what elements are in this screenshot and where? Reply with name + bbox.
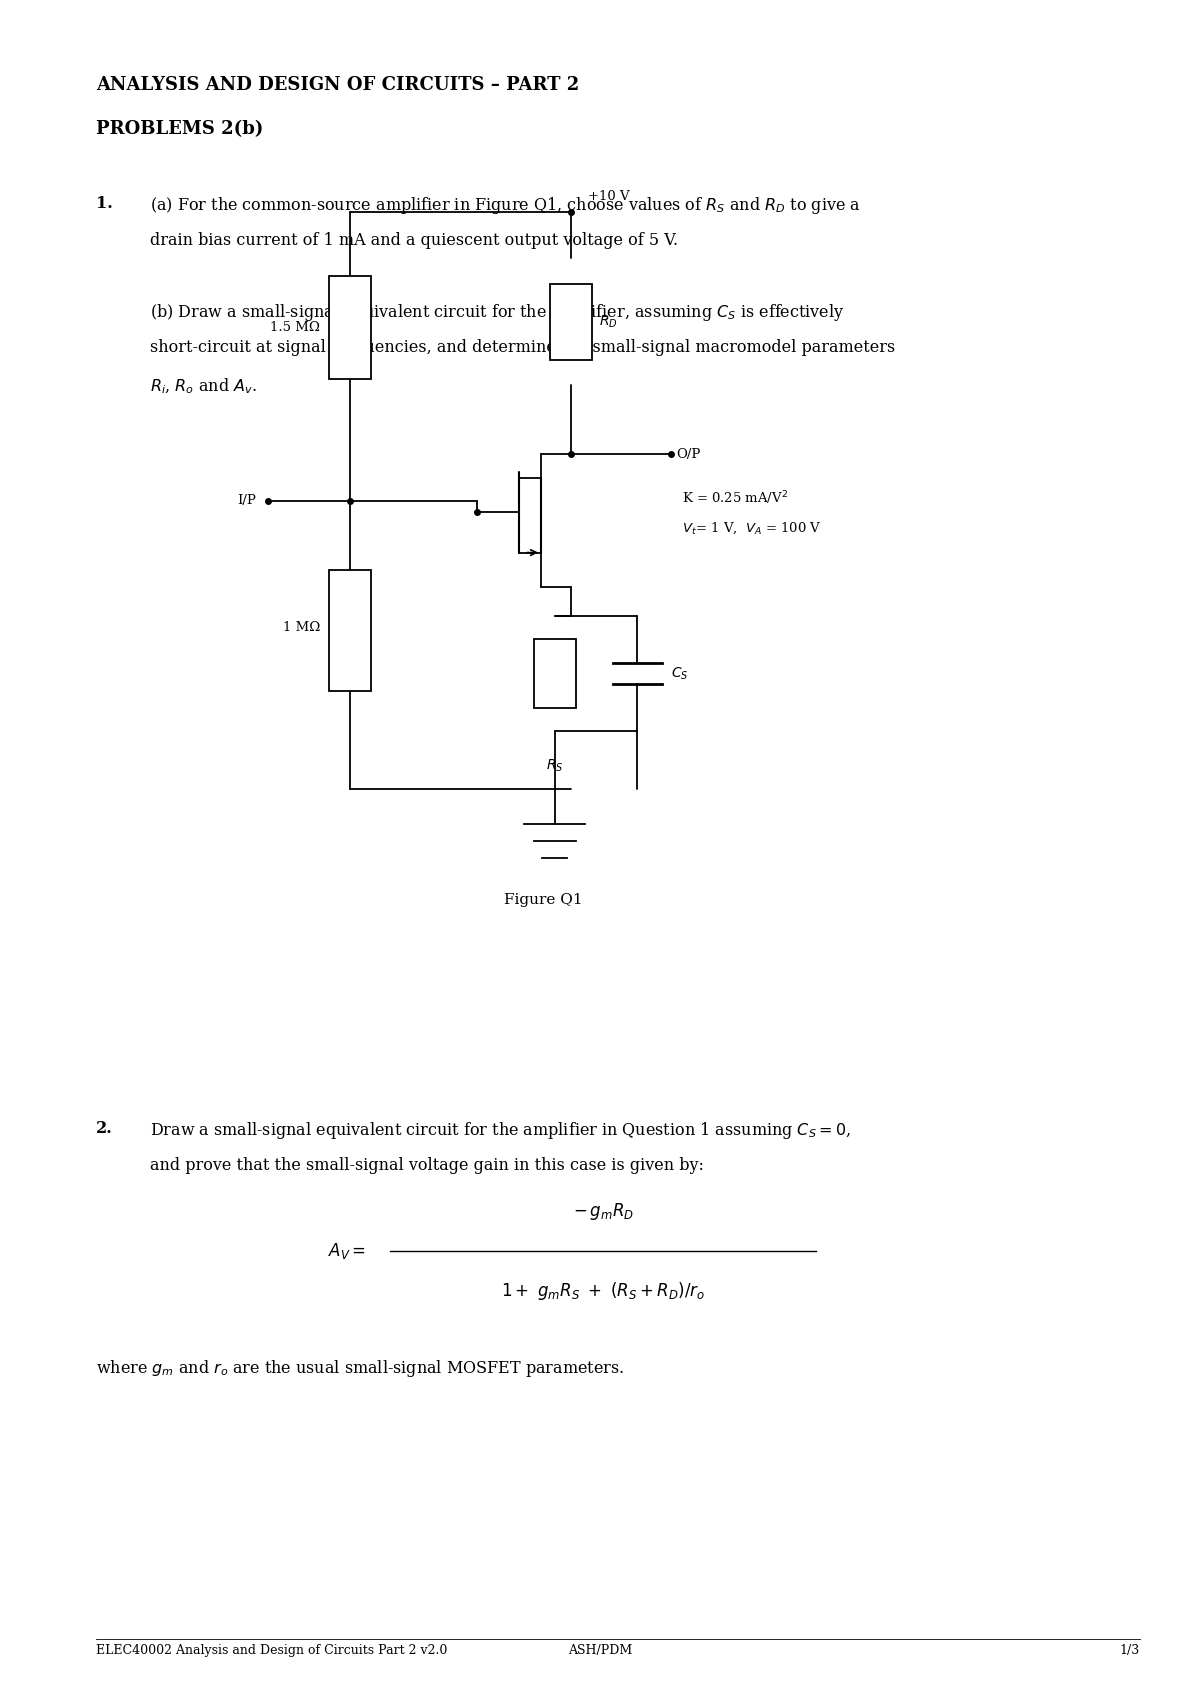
Text: ELEC40002 Analysis and Design of Circuits Part 2 v2.0: ELEC40002 Analysis and Design of Circuit… — [96, 1644, 448, 1658]
Text: +10 V: +10 V — [588, 190, 629, 204]
Text: drain bias current of 1 mA and a quiescent output voltage of 5 V.: drain bias current of 1 mA and a quiesce… — [150, 232, 678, 249]
Text: 1/3: 1/3 — [1120, 1644, 1140, 1658]
Bar — [330, 275, 371, 380]
Text: and prove that the small-signal voltage gain in this case is given by:: and prove that the small-signal voltage … — [150, 1157, 704, 1174]
Text: $C_S$: $C_S$ — [671, 665, 688, 682]
Text: (b) Draw a small-signal equivalent circuit for the amplifier, assuming $C_S$ is : (b) Draw a small-signal equivalent circu… — [150, 302, 845, 322]
Text: 1.: 1. — [96, 195, 113, 212]
Text: PROBLEMS 2(b): PROBLEMS 2(b) — [96, 120, 263, 139]
Text: O/P: O/P — [676, 448, 701, 462]
Text: (a) For the common-source amplifier in Figure Q1, choose values of $R_S$ and $R_: (a) For the common-source amplifier in F… — [150, 195, 860, 216]
Bar — [330, 570, 371, 691]
Text: $A_V =$: $A_V =$ — [328, 1241, 366, 1261]
Text: 1.5 MΩ: 1.5 MΩ — [270, 321, 320, 334]
Text: I/P: I/P — [238, 494, 257, 507]
Text: Figure Q1: Figure Q1 — [504, 893, 583, 906]
Text: short-circuit at signal frequencies, and determine the small-signal macromodel p: short-circuit at signal frequencies, and… — [150, 339, 895, 356]
Text: ASH/PDM: ASH/PDM — [568, 1644, 632, 1658]
Text: $- \, g_m R_D$: $- \, g_m R_D$ — [572, 1201, 634, 1222]
Text: $R_S$: $R_S$ — [546, 757, 563, 774]
Text: Draw a small-signal equivalent circuit for the amplifier in Question 1 assuming : Draw a small-signal equivalent circuit f… — [150, 1120, 851, 1140]
Text: 2.: 2. — [96, 1120, 113, 1137]
Text: $1 + \ g_m R_S \ + \ (R_S + R_D)/r_o$: $1 + \ g_m R_S \ + \ (R_S + R_D)/r_o$ — [500, 1280, 706, 1302]
Text: K = 0.25 mA/V$^2$: K = 0.25 mA/V$^2$ — [682, 489, 787, 507]
Text: 1 MΩ: 1 MΩ — [283, 621, 320, 635]
Text: ANALYSIS AND DESIGN OF CIRCUITS – PART 2: ANALYSIS AND DESIGN OF CIRCUITS – PART 2 — [96, 76, 580, 95]
Bar — [534, 640, 576, 708]
Text: $R_i$, $R_o$ and $A_v$.: $R_i$, $R_o$ and $A_v$. — [150, 377, 257, 395]
Bar — [551, 283, 592, 360]
Text: where $g_m$ and $r_o$ are the usual small-signal MOSFET parameters.: where $g_m$ and $r_o$ are the usual smal… — [96, 1358, 624, 1378]
Text: $R_D$: $R_D$ — [599, 314, 618, 329]
Text: $V_t$= 1 V,  $V_A$ = 100 V: $V_t$= 1 V, $V_A$ = 100 V — [682, 521, 821, 536]
